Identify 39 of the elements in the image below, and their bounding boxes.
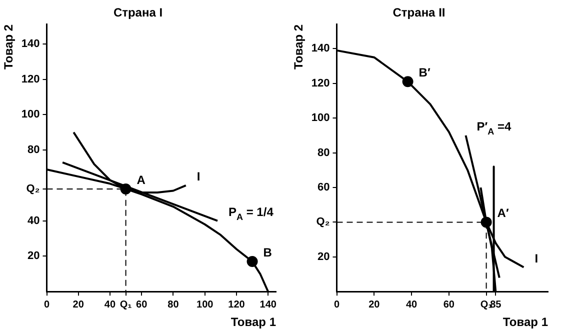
- x-tick-label: 20: [72, 299, 84, 310]
- y-axis-title: Товар 2: [2, 24, 16, 70]
- y-tick-label: 80: [28, 144, 40, 156]
- y-tick-label: 120: [311, 77, 330, 90]
- y-tick-label: 40: [28, 214, 40, 227]
- x-axis-title: Товар 1: [502, 315, 548, 330]
- x-tick-label: 40: [104, 299, 116, 310]
- x-tick-label: 100: [196, 299, 214, 310]
- y-tick-label: 140: [21, 38, 40, 50]
- x-tick-label: 140: [260, 299, 277, 310]
- annotation: I: [196, 169, 200, 184]
- x-axis-title: Товар 1: [230, 315, 276, 330]
- x-tick-label: 0: [334, 299, 340, 310]
- x-tick-label: 20: [368, 299, 380, 310]
- y-tick-label: 100: [21, 108, 40, 121]
- y-tick-label: 120: [21, 73, 40, 86]
- y-tick-label: 20: [28, 250, 40, 262]
- y-tick-label: 100: [311, 112, 330, 124]
- x-tick-label: 60: [443, 299, 455, 310]
- annotation: B′: [418, 66, 430, 80]
- x-tick-label: 80: [168, 299, 180, 310]
- chart-title: Страна II: [392, 6, 446, 20]
- x-tick-label: 60: [136, 299, 148, 310]
- annotation: B: [263, 246, 272, 260]
- y-tick-label: 20: [318, 250, 330, 263]
- chart-title: Страна I: [113, 6, 163, 20]
- annotation: I: [534, 251, 538, 266]
- y-tick-label: Q₂: [26, 183, 40, 195]
- x-tick-label: 120: [228, 299, 246, 310]
- y-tick-label: 80: [318, 146, 330, 159]
- x-tick-label: 40: [406, 299, 418, 310]
- x-tick-label: 0: [44, 299, 50, 310]
- annotation: A′: [497, 206, 509, 220]
- y-tick-label: 60: [318, 182, 330, 194]
- y-tick-label: 140: [311, 42, 330, 55]
- y-axis-title: Товар 2: [292, 24, 306, 70]
- y-tick-label: Q₂: [316, 216, 330, 228]
- annotation: A: [136, 172, 146, 187]
- x-tick-label: Q₁: [120, 299, 132, 310]
